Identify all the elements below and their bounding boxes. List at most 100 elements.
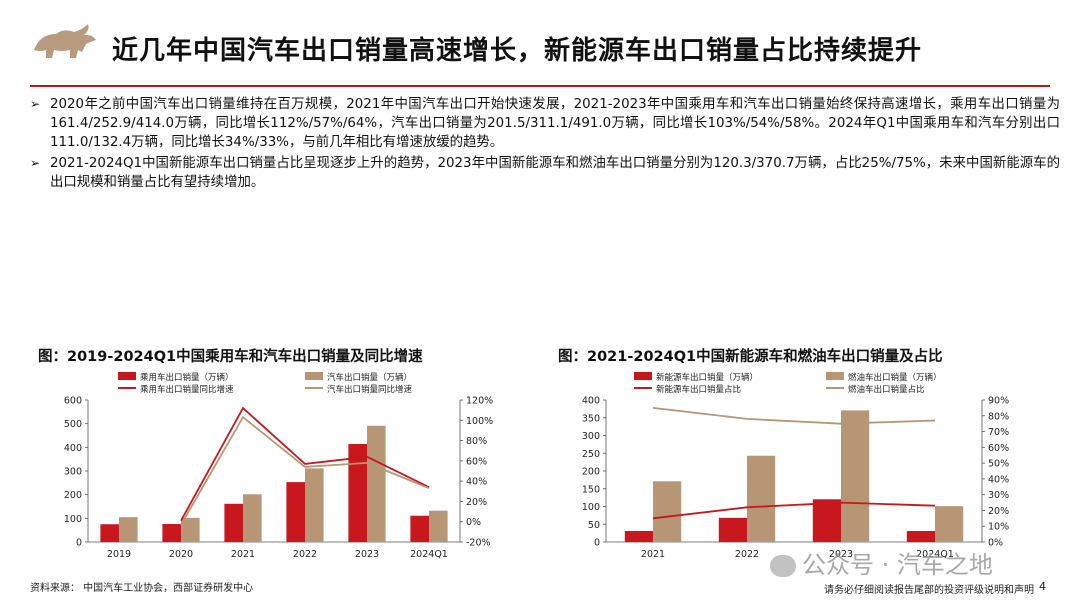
legend-swatch: [826, 372, 844, 380]
bullet-list: ➢ 2020年之前中国汽车出口销量维持在百万规模，2021年中国汽车出口开始快速…: [30, 95, 1060, 194]
y2-tick-label: 60%: [466, 456, 487, 467]
x-tick-label: 2022: [735, 549, 759, 560]
legend-label: 燃油车出口销量（万辆）: [848, 372, 942, 383]
bar: [718, 517, 747, 542]
series-line: [180, 406, 430, 522]
bullet-arrow-icon: ➢: [30, 97, 41, 111]
y2-tick-label: -20%: [466, 538, 491, 549]
bull-logo-icon: [34, 24, 96, 58]
y-tick-label: 200: [582, 467, 600, 478]
y-tick-label: 400: [582, 396, 600, 407]
legend-label: 汽车出口销量（万辆）: [327, 372, 412, 383]
y2-tick-label: 40%: [466, 477, 487, 488]
y-tick-label: 250: [582, 449, 600, 460]
y-tick-label: 300: [64, 467, 82, 478]
legend-swatch: [305, 372, 323, 380]
y-tick-label: 0: [594, 538, 600, 549]
y2-tick-label: 90%: [988, 396, 1009, 407]
legend-label: 新能源车出口销量占比: [656, 384, 741, 395]
y2-tick-label: 60%: [988, 443, 1009, 454]
x-tick-label: 2024Q1: [916, 549, 954, 560]
y2-tick-label: 30%: [988, 490, 1009, 501]
bar: [181, 517, 200, 542]
page-title: 近几年中国汽车出口销量高速增长，新能源车出口销量占比持续提升: [112, 36, 923, 66]
bullet-arrow-icon: ➢: [30, 156, 41, 170]
x-tick-label: 2023: [829, 549, 853, 560]
legend-swatch: [634, 372, 652, 380]
bar: [841, 410, 870, 542]
y-tick-label: 500: [64, 419, 82, 430]
export-volume-chart: 0 100 200 300 400 500 600 -20% 0% 20% 40% 60% 80% 100…: [64, 372, 493, 560]
y-tick-label: 400: [64, 443, 82, 454]
bar: [653, 481, 682, 542]
bar: [410, 515, 429, 542]
y-tick-label: 150: [582, 484, 600, 495]
y2-tick-label: 0%: [988, 538, 1003, 549]
bar: [906, 530, 935, 542]
watermark-text: 公众号 · 汽车之地: [802, 551, 993, 579]
bullet-item: ➢ 2021-2024Q1中国新能源车出口销量占比呈现逐步上升的趋势，2023年…: [30, 154, 1060, 192]
y-tick-label: 300: [582, 431, 600, 442]
bullet-item: ➢ 2020年之前中国汽车出口销量维持在百万规模，2021年中国汽车出口开始快速…: [30, 95, 1060, 152]
bar: [624, 530, 653, 542]
bar: [243, 494, 262, 542]
bar: [305, 468, 324, 542]
y-tick-label: 100: [582, 502, 600, 513]
x-tick-label: 2021: [641, 549, 665, 560]
y2-tick-label: 20%: [466, 497, 487, 508]
x-tick-label: 2021: [231, 549, 255, 560]
x-tick-label: 2024Q1: [410, 549, 448, 560]
page-number: 4: [1039, 580, 1046, 593]
y2-tick-label: 0%: [466, 517, 481, 528]
y2-tick-label: 100%: [466, 416, 493, 427]
left-chart-title: 图：2019-2024Q1中国乘用车和汽车出口销量及同比增速: [38, 349, 423, 365]
bullet-text: 2021-2024Q1中国新能源车出口销量占比呈现逐步上升的趋势，2023年中国…: [50, 156, 1060, 190]
title-divider: [30, 85, 1050, 87]
bar: [100, 524, 119, 542]
legend-label: 燃油车出口销量占比: [848, 384, 925, 395]
bar: [747, 455, 776, 542]
y-tick-label: 600: [64, 396, 82, 407]
nev-share-chart: 0 50 100 150 200 250 300 350 400 0% 10% 20% 30% 40% 50…: [582, 372, 1009, 560]
bar: [367, 425, 386, 542]
wechat-icon: [770, 555, 796, 577]
bar: [812, 499, 841, 542]
bar: [348, 444, 367, 542]
y2-tick-label: 80%: [988, 411, 1009, 422]
legend-label: 乘用车出口销量同比增速: [140, 384, 234, 395]
y-tick-label: 0: [76, 538, 82, 549]
x-tick-label: 2022: [293, 549, 317, 560]
y2-tick-label: 70%: [988, 427, 1009, 438]
watermark: 公众号 · 汽车之地: [770, 545, 993, 580]
legend-swatch: [118, 372, 136, 380]
legend-label: 汽车出口销量同比增速: [327, 384, 413, 395]
disclaimer: 请务必仔细阅读报告尾部的投资评级说明和声明: [824, 585, 1034, 596]
y2-tick-label: 80%: [466, 436, 487, 447]
legend-label: 乘用车出口销量（万辆）: [140, 372, 234, 383]
y2-tick-label: 20%: [988, 506, 1009, 517]
y-tick-label: 100: [64, 514, 82, 525]
y2-tick-label: 10%: [988, 522, 1009, 533]
y-tick-label: 350: [582, 413, 600, 424]
y-tick-label: 50: [588, 520, 600, 531]
series-line: [652, 407, 936, 425]
x-tick-label: 2020: [169, 549, 193, 560]
y2-tick-label: 120%: [466, 396, 493, 407]
bar: [162, 524, 181, 542]
y-tick-label: 200: [64, 490, 82, 501]
bar: [119, 517, 138, 542]
bullet-text: 2020年之前中国汽车出口销量维持在百万规模，2021年中国汽车出口开始快速发展…: [50, 97, 1060, 150]
y2-tick-label: 50%: [988, 459, 1009, 470]
series-line: [652, 501, 936, 520]
right-chart-title: 图：2021-2024Q1中国新能源车和燃油车出口销量及占比: [558, 349, 943, 365]
x-tick-label: 2023: [355, 549, 379, 560]
legend-label: 新能源车出口销量（万辆）: [656, 372, 758, 383]
y2-tick-label: 40%: [988, 474, 1009, 485]
x-tick-label: 2019: [107, 549, 131, 560]
bar: [286, 482, 305, 542]
bar: [429, 510, 448, 542]
bar: [224, 503, 243, 542]
series-line: [180, 415, 430, 526]
source-note: 资料来源： 中国汽车工业协会，西部证券研发中心: [30, 583, 254, 594]
bar: [935, 506, 964, 542]
